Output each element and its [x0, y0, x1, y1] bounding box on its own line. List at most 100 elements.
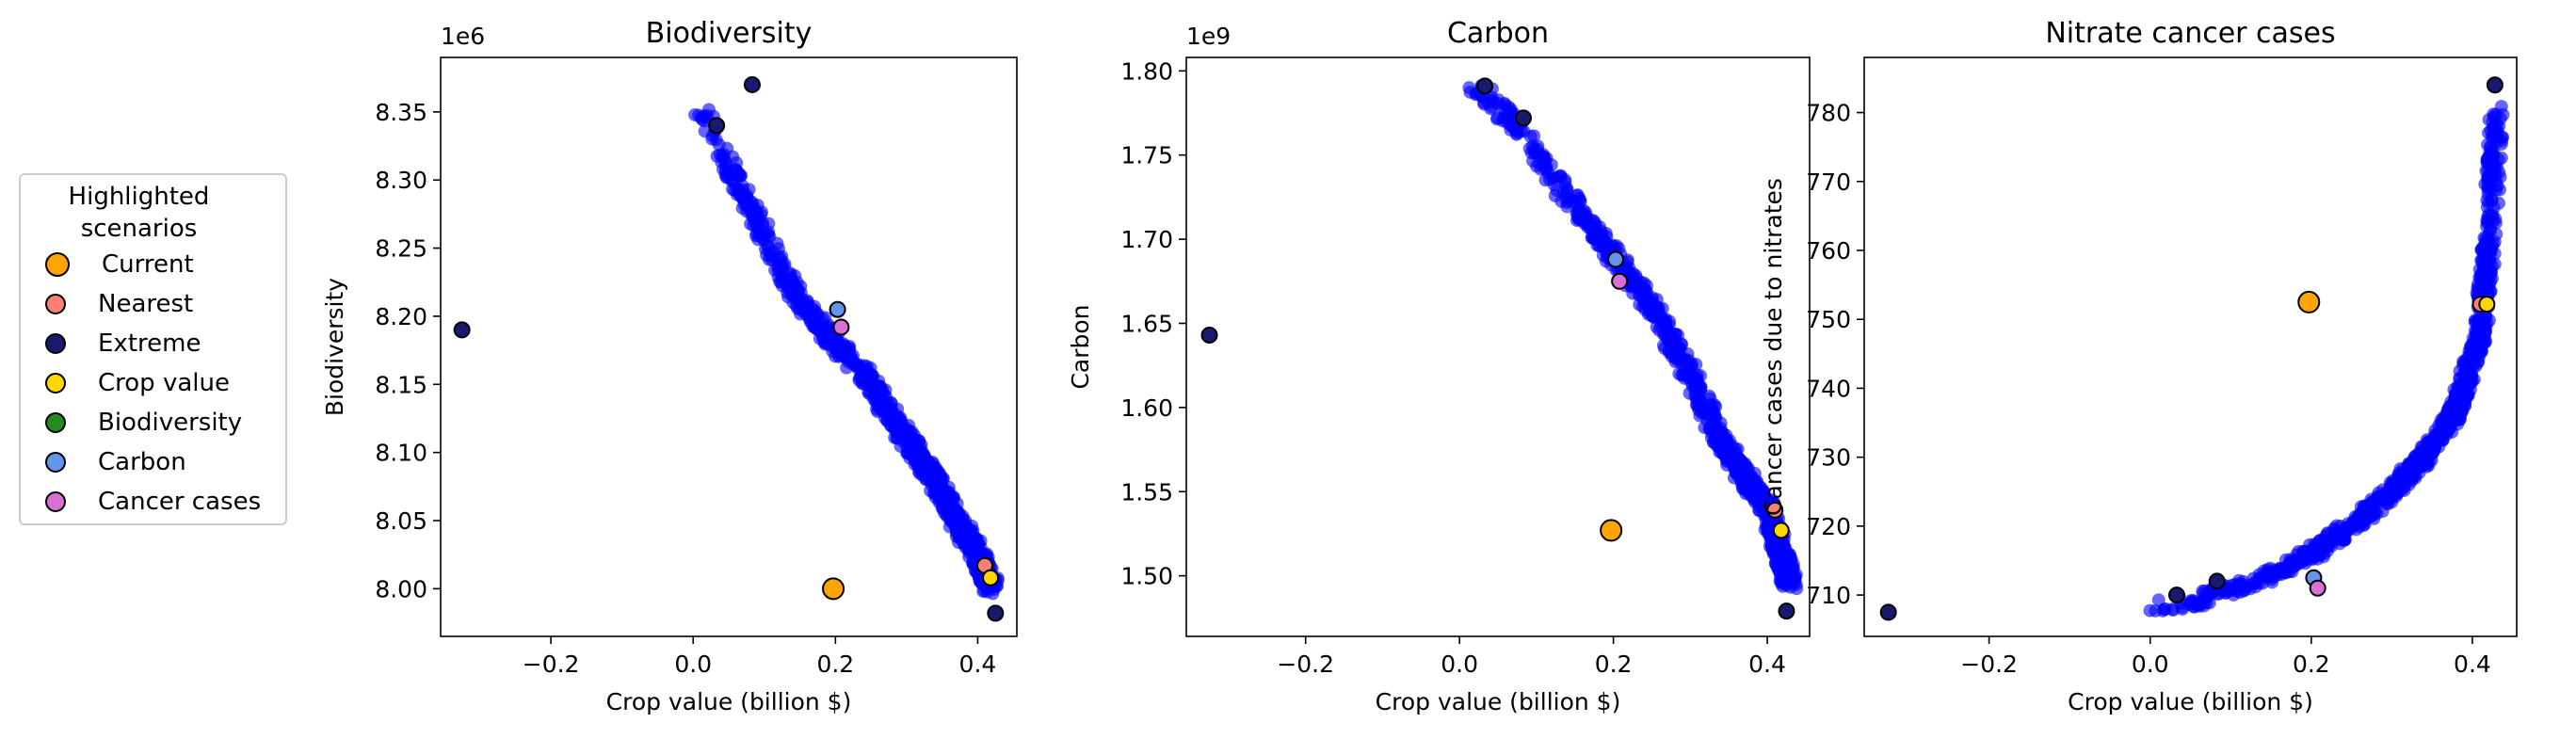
highlight-point	[743, 75, 761, 93]
data-point	[2293, 556, 2307, 570]
data-point	[2331, 529, 2345, 543]
data-point	[2446, 413, 2460, 427]
legend-label: Carbon	[98, 448, 186, 476]
data-point	[744, 195, 758, 209]
legend-title: Highlighted scenarios	[68, 183, 210, 243]
point-cloud	[688, 103, 1005, 601]
y-tick-label: 8.05	[375, 507, 427, 535]
x-tick-label: 0.4	[2454, 651, 2491, 678]
data-point	[2489, 128, 2504, 142]
data-point	[784, 271, 798, 285]
y-axis-label: Cancer cases due to nitrates	[1760, 178, 1787, 516]
x-tick-label: 0.0	[1441, 651, 1478, 678]
legend-marker	[45, 294, 66, 314]
data-point	[2484, 244, 2498, 258]
data-point	[1779, 558, 1793, 572]
data-point	[843, 343, 857, 357]
data-point	[1745, 471, 1759, 485]
data-point	[2231, 577, 2246, 591]
y-tick-label: 760	[1806, 237, 1851, 265]
data-point	[917, 449, 931, 463]
data-point	[2387, 484, 2401, 498]
data-point	[1462, 81, 1476, 95]
axes-frame	[440, 56, 1018, 637]
data-point	[1525, 139, 1539, 153]
chart-panel: −0.2 0.0 0.2 0.4 1.50 1.55 1.60 1.65 1.70 1.75 1.8…	[1067, 17, 1811, 715]
data-point	[709, 133, 723, 147]
data-point	[2386, 474, 2400, 488]
y-tick-label: 8.10	[375, 440, 427, 467]
data-point	[901, 433, 915, 447]
data-point	[763, 230, 777, 244]
data-point	[2480, 193, 2494, 207]
highlight-point	[2167, 586, 2185, 604]
legend-item: Biodiversity	[45, 403, 242, 442]
data-point	[942, 520, 957, 534]
legend-item: Current	[45, 245, 194, 284]
data-point	[729, 163, 743, 177]
x-tick-label: 0.0	[2132, 651, 2169, 678]
highlight-point	[2486, 76, 2504, 94]
data-point	[2442, 399, 2456, 413]
legend-item: Cancer cases	[45, 482, 261, 522]
legend: Highlighted scenarios Current Nearest Extr…	[19, 173, 287, 525]
data-point	[1658, 315, 1672, 329]
point-cloud	[2143, 100, 2510, 618]
data-point	[964, 540, 978, 554]
highlight-point	[832, 318, 850, 336]
highlight-point	[1607, 250, 1625, 268]
data-point	[716, 162, 731, 176]
y-tick-label: 8.30	[375, 167, 427, 194]
highlight-point	[708, 117, 726, 135]
highlight-point	[1611, 272, 1629, 290]
legend-item: Carbon	[45, 442, 186, 482]
data-point	[2412, 465, 2426, 479]
data-point	[1689, 358, 1703, 372]
data-point	[1546, 171, 1560, 185]
data-point	[762, 217, 776, 231]
highlight-point	[2208, 572, 2226, 590]
legend-item: Nearest	[45, 284, 193, 324]
data-point	[2402, 477, 2416, 491]
highlight-point	[1476, 77, 1494, 95]
highlight-point	[829, 300, 846, 318]
data-point	[2403, 458, 2417, 472]
legend-marker	[45, 452, 66, 473]
data-point	[781, 290, 795, 304]
data-point	[2420, 446, 2434, 460]
data-point	[2283, 555, 2297, 570]
highlight-point	[822, 577, 845, 601]
legend-marker	[45, 412, 66, 433]
data-point	[2470, 345, 2484, 359]
x-tick-label: −0.2	[1960, 651, 2018, 678]
data-point	[2477, 260, 2491, 274]
data-point	[810, 309, 824, 323]
data-point	[773, 275, 787, 289]
data-point	[715, 148, 729, 162]
y-tick-label: 1.75	[1120, 142, 1173, 169]
data-point	[1554, 194, 1569, 208]
data-point	[692, 108, 706, 122]
x-axis-label: Crop value (billion $)	[1376, 688, 1621, 715]
data-point	[1704, 407, 1718, 421]
data-point	[2483, 224, 2497, 238]
y-tick-label: 1.80	[1120, 57, 1173, 85]
x-axis-label: Crop value (billion $)	[2068, 688, 2313, 715]
highlight-point	[982, 569, 1000, 586]
data-point	[1586, 232, 1601, 246]
y-tick-label: 1.55	[1120, 478, 1173, 506]
y-tick-label: 770	[1806, 169, 1851, 196]
data-point	[2357, 514, 2371, 528]
data-point	[812, 322, 826, 336]
chart-title: Biodiversity	[646, 17, 813, 50]
legend-marker	[45, 333, 66, 354]
data-point	[1570, 214, 1584, 228]
data-point	[2428, 432, 2442, 446]
x-tick-label: 0.2	[816, 651, 854, 678]
data-point	[701, 103, 716, 117]
data-point	[1485, 90, 1499, 104]
data-point	[2358, 502, 2372, 516]
y-tick-label: 710	[1806, 582, 1851, 609]
highlight-point	[453, 321, 471, 339]
data-point	[2456, 358, 2471, 372]
